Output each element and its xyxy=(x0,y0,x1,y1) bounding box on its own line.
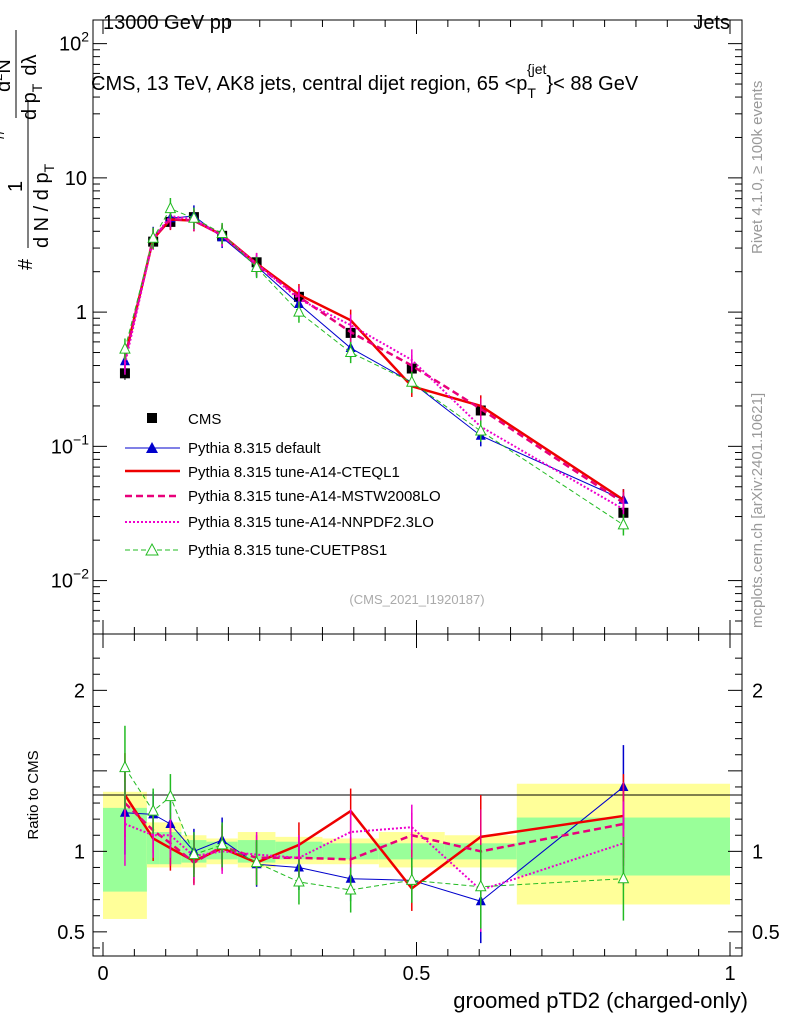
legend-marker-cuetp8s1 xyxy=(145,542,159,556)
ratio-y-tick-label-right-2: 2 xyxy=(752,680,763,702)
ylabel-num-n: N xyxy=(0,59,15,73)
series-5-marker-1 xyxy=(147,231,159,243)
legend-label-nnpdf: Pythia 8.315 tune-A14-NNPDF2.3LO xyxy=(188,514,434,531)
ylabel-num-exp: 2 xyxy=(0,74,5,81)
ylabel-num-d: d xyxy=(0,81,15,92)
title-part-sub: T xyxy=(527,85,536,101)
ratio-5-marker-5 xyxy=(250,855,263,868)
main-y-tick-label-3: 10−1 xyxy=(51,431,89,458)
ratio-y-axis-label: Ratio to CMS xyxy=(25,750,42,839)
ylabel-one: 1 xyxy=(5,181,27,192)
ylabel-hash-2: # xyxy=(0,128,9,140)
ratio-5-marker-0 xyxy=(119,760,131,773)
ylabel-den2: d pTdλ xyxy=(19,55,45,121)
ratio-5-marker-6 xyxy=(293,874,305,887)
series-line-2 xyxy=(123,218,625,501)
x-tick-label-2: 1 xyxy=(724,963,735,985)
ylabel-dlambda: dλ xyxy=(19,55,41,76)
ylabel-den2-text: d p xyxy=(19,92,41,120)
series-5-marker-4 xyxy=(216,226,228,239)
ratio-y-tick-label-0: 0.5 xyxy=(57,922,85,944)
legend-label-cteql1: Pythia 8.315 tune-A14-CTEQL1 xyxy=(188,464,400,481)
series-5-marker-10 xyxy=(617,517,630,530)
main-y-tick-label-0: 102 xyxy=(59,29,89,56)
title-part-sup: {jet xyxy=(527,61,547,77)
ratio-5-marker-4 xyxy=(216,837,228,850)
ratio-y-tick-label-2: 2 xyxy=(74,680,85,702)
chart-title: CMS, 13 TeV, AK8 jets, central dijet reg… xyxy=(91,61,639,101)
header-energy: 13000 GeV pp xyxy=(103,12,232,34)
series-5-marker-3 xyxy=(188,211,200,223)
ratio-5-marker-7 xyxy=(344,882,357,895)
x-tick-label-1: 0.5 xyxy=(403,963,431,985)
main-y-tick-exp-0: 2 xyxy=(81,29,89,45)
main-y-tick-label-1: 10 xyxy=(65,168,87,190)
ratio-5-marker-10 xyxy=(617,871,630,884)
ratio-5-marker-3 xyxy=(188,847,200,860)
legend-marker-cms xyxy=(147,413,157,423)
legend: CMS Pythia 8.315 default Pythia 8.315 tu… xyxy=(125,411,441,559)
main-y-tick-base-3: 10 xyxy=(51,436,73,458)
series-line-3 xyxy=(123,217,625,504)
ratio-y-tick-label-1: 1 xyxy=(74,841,85,863)
series-5-marker-7 xyxy=(344,345,357,358)
ratio-y-tick-label-right-1: 1 xyxy=(752,841,763,863)
ratio-series-layer xyxy=(119,725,630,944)
ratio-5-marker-9 xyxy=(474,879,487,892)
ratio-5-marker-2 xyxy=(164,789,177,802)
main-y-tick-exp-3: −1 xyxy=(73,431,89,447)
title-part-main: CMS, 13 TeV, AK8 jets, central dijet reg… xyxy=(91,73,527,95)
legend-label-cuetp8s1: Pythia 8.315 tune-CUETP8S1 xyxy=(188,542,387,559)
ratio-uncertainty-bands xyxy=(103,783,730,919)
series-layer xyxy=(119,198,630,536)
ratio-y-tick-label-right-0: 0.5 xyxy=(752,922,780,944)
rivet-version-label: Rivet 4.1.0, ≥ 100k events xyxy=(749,81,766,254)
main-y-tick-base-2: 1 xyxy=(76,302,87,324)
mcplots-source-label: mcplots.cern.ch [arXiv:2401.10621] xyxy=(749,393,766,628)
ratio-5-marker-1 xyxy=(147,803,159,816)
main-y-tick-base-0: 10 xyxy=(59,34,81,56)
ratio-line-4 xyxy=(124,823,624,892)
ratio-line-5 xyxy=(124,767,624,891)
main-y-tick-base-4: 10 xyxy=(51,571,73,593)
legend-label-mstw: Pythia 8.315 tune-A14-MSTW2008LO xyxy=(188,488,441,505)
series-5-marker-6 xyxy=(293,304,305,317)
ylabel-den-sub: T xyxy=(41,163,57,172)
main-y-tick-exp-4: −2 xyxy=(73,566,89,582)
ratio-5-marker-8 xyxy=(405,873,418,885)
legend-marker-default xyxy=(146,442,158,453)
series-5-marker-2 xyxy=(164,201,177,214)
series-5-marker-0 xyxy=(119,342,131,354)
series-line-5 xyxy=(124,208,624,526)
legend-label-cms: CMS xyxy=(188,411,221,428)
ylabel-hash-1: # xyxy=(15,258,37,270)
main-y-tick-base-1: 10 xyxy=(65,168,87,190)
main-y-axis-label: # 1 d N / d pT # d2N d pTdλ xyxy=(0,30,57,270)
ylabel-numerator: d2N xyxy=(0,59,15,92)
series-line-1 xyxy=(124,215,624,501)
title-part-end: }< 88 GeV xyxy=(546,73,638,95)
x-tick-label-0: 0 xyxy=(97,963,108,985)
series-5-marker-8 xyxy=(405,375,418,387)
ylabel-den-text: d N / d p xyxy=(31,172,53,248)
header-jets: Jets xyxy=(693,12,730,34)
series-5-marker-9 xyxy=(474,423,487,436)
series-5-marker-5 xyxy=(250,260,263,272)
x-axis-label: groomed pTD2 (charged-only) xyxy=(453,988,748,1013)
main-y-tick-label-2: 1 xyxy=(76,302,87,324)
ylabel-den: d N / d pT xyxy=(31,163,57,248)
ylabel-den2-sub: T xyxy=(29,83,45,92)
analysis-id: (CMS_2021_I1920187) xyxy=(349,592,484,607)
legend-label-default: Pythia 8.315 default xyxy=(188,440,321,457)
main-y-tick-label-4: 10−2 xyxy=(51,566,89,593)
